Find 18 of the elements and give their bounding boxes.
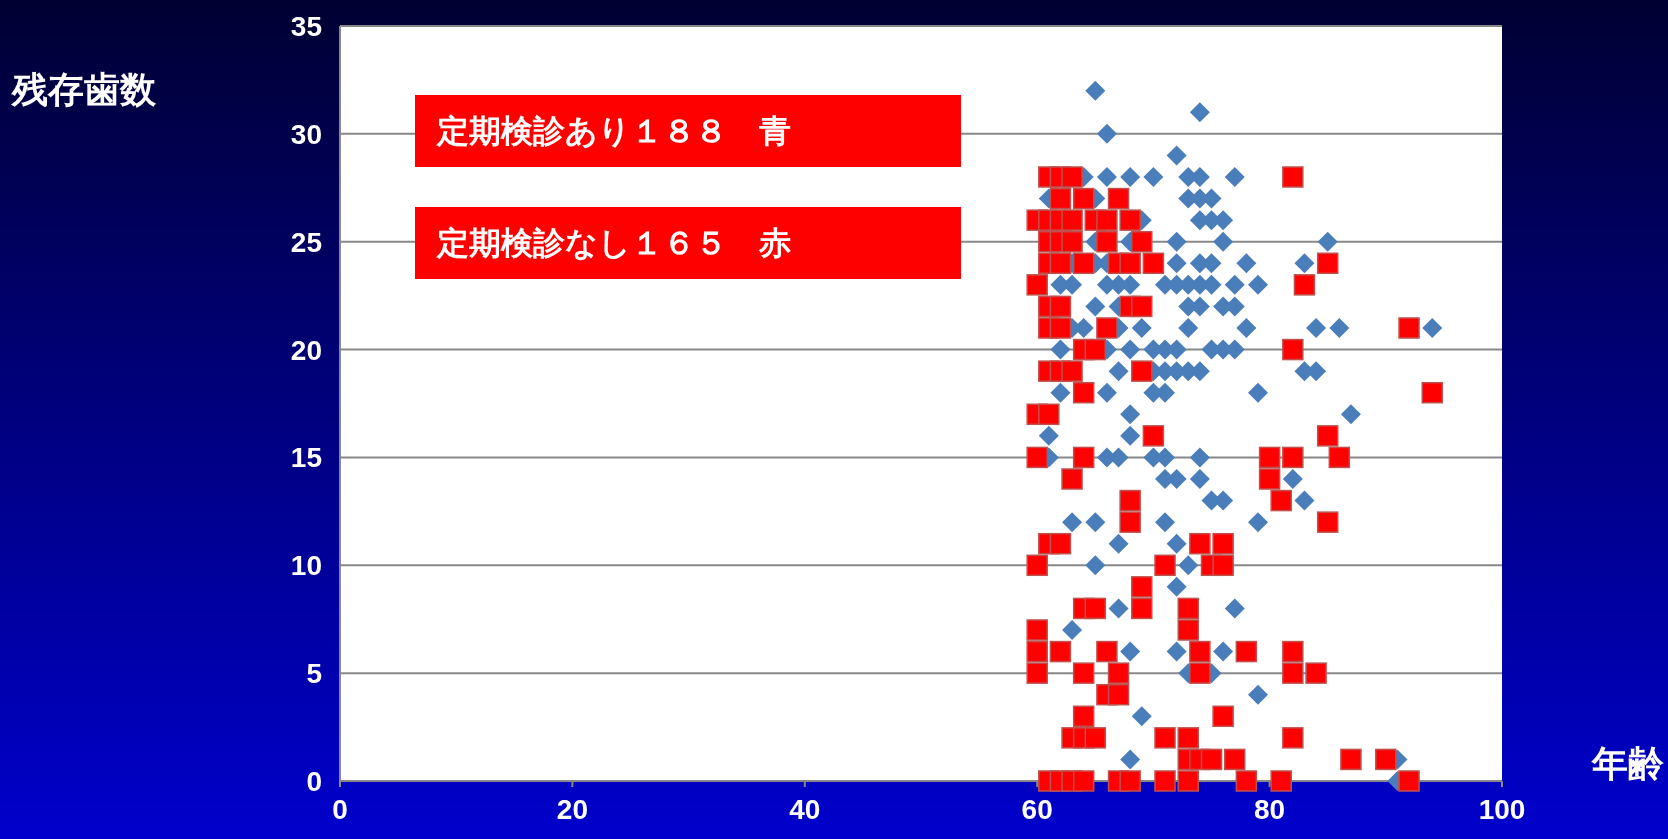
x-tick-label: 100 <box>1478 794 1526 825</box>
x-tick-label: 20 <box>556 794 588 825</box>
x-tick-label: 40 <box>789 794 821 825</box>
y-tick-label: 35 <box>290 11 322 42</box>
y-tick-label: 15 <box>290 442 322 474</box>
y-tick-label: 0 <box>306 766 322 797</box>
y-tick-label: 30 <box>290 118 322 150</box>
annotation: 定期検診あり１８８ 青 <box>436 113 791 149</box>
annotation: 定期検診なし１６５ 赤 <box>436 225 791 261</box>
x-tick-label: 0 <box>332 794 348 825</box>
y-tick-label: 5 <box>306 658 322 690</box>
x-tick-label: 80 <box>1254 794 1286 825</box>
x-axis-title: 年齢 <box>1591 743 1664 784</box>
y-tick-label: 20 <box>290 334 322 366</box>
x-tick-label: 60 <box>1021 794 1053 825</box>
y-tick-label: 25 <box>290 226 322 258</box>
y-tick-label: 10 <box>290 550 322 582</box>
y-axis-title: 残存歯数 <box>10 69 157 110</box>
